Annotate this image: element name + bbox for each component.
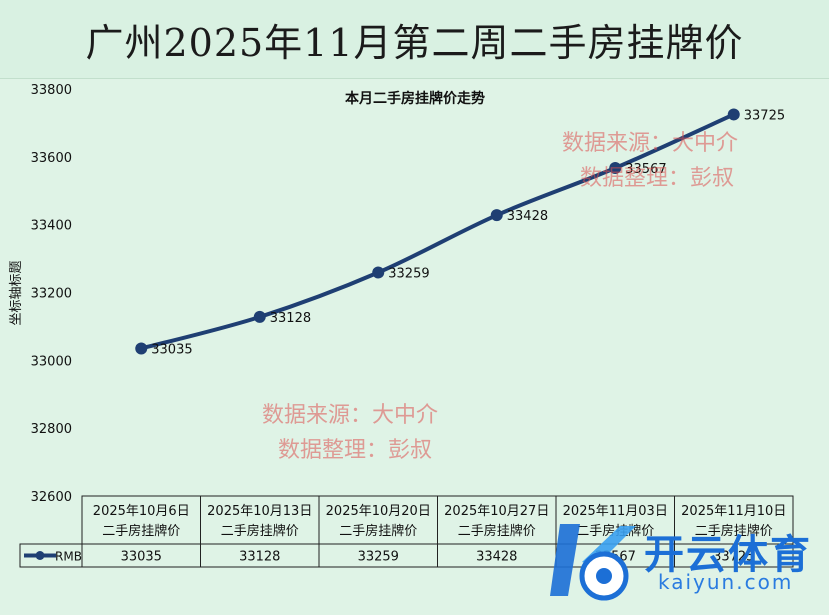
table-value: 33128 <box>239 550 280 565</box>
page-title: 广州2025年11月第二周二手房挂牌价 <box>85 21 744 65</box>
table-value: 33259 <box>358 550 399 565</box>
watermark-editor-upper: 数据整理：彭叔 <box>580 166 735 191</box>
watermark-source-upper: 数据来源：大中介 <box>562 131 739 156</box>
kaiyun-logo-mark-icon <box>550 524 636 601</box>
data-label: 33259 <box>388 266 429 281</box>
table-category-label: 2025年10月20日 <box>326 504 431 519</box>
legend-series-name: RMB <box>55 550 82 564</box>
table-value: 33428 <box>476 550 517 565</box>
chart-area: 本月二手房挂牌价走势 坐标轴标题 32600 32800 33000 33200 334… <box>0 78 829 611</box>
table-category-label: 二手房挂牌价 <box>339 523 417 539</box>
y-tick-label: 33800 <box>31 83 72 98</box>
title-banner: 广州2025年11月第二周二手房挂牌价 <box>0 0 829 79</box>
data-point <box>490 209 503 222</box>
legend-key-marker <box>35 551 45 560</box>
line-chart: 本月二手房挂牌价走势 坐标轴标题 32600 32800 33000 33200 334… <box>9 83 794 568</box>
table-category-label: 二手房挂牌价 <box>695 523 773 539</box>
kaiyun-logo-url: kaiyun.com <box>658 570 794 594</box>
table-category-label: 2025年10月13日 <box>207 504 312 519</box>
table-category-label: 二手房挂牌价 <box>221 523 299 539</box>
table-category-label: 2025年11月10日 <box>681 504 786 519</box>
data-point <box>253 310 266 323</box>
data-label: 33128 <box>270 311 311 326</box>
y-tick-label: 33400 <box>31 219 72 234</box>
table-value: 33035 <box>121 550 162 565</box>
y-tick-label: 32600 <box>31 490 72 505</box>
data-label: 33035 <box>151 342 192 357</box>
kaiyun-logo-text: 开云体育 <box>644 532 812 578</box>
series-layer: 33035 33128 33259 33428 33567 33725 <box>135 108 785 357</box>
y-tick-label: 33600 <box>31 151 72 166</box>
y-axis-ticks: 32600 32800 33000 33200 33400 33600 33800 <box>31 83 72 505</box>
kaiyun-logo: 开云体育 kaiyun.com <box>540 512 829 611</box>
table-category-label: 2025年11月03日 <box>563 504 668 519</box>
data-point <box>609 162 622 175</box>
y-tick-label: 33000 <box>31 354 72 369</box>
watermark-editor-lower: 数据整理：彭叔 <box>278 438 433 463</box>
data-label: 33567 <box>625 162 666 177</box>
data-point <box>727 108 740 121</box>
table-row-frame <box>19 543 794 568</box>
chart-title: 本月二手房挂牌价走势 <box>345 90 485 107</box>
series-line-RMB <box>139 112 736 351</box>
data-label: 33725 <box>744 108 785 123</box>
data-point <box>135 342 148 355</box>
y-axis-title: 坐标轴标题 <box>9 260 24 325</box>
table-category-label: 二手房挂牌价 <box>102 523 180 539</box>
y-tick-label: 32800 <box>31 422 72 437</box>
watermark-source-lower: 数据来源：大中介 <box>262 403 439 428</box>
table-category-label: 2025年10月6日 <box>93 504 190 519</box>
table-category-label: 二手房挂牌价 <box>458 523 536 539</box>
data-label: 33428 <box>507 209 548 224</box>
y-tick-label: 33200 <box>31 287 72 302</box>
data-point <box>372 266 385 279</box>
data-table: 2025年10月6日二手房挂牌价2025年10月13日二手房挂牌价2025年10… <box>19 495 794 568</box>
table-category-label: 2025年10月27日 <box>444 504 549 519</box>
table-value: 33725 <box>713 550 754 565</box>
